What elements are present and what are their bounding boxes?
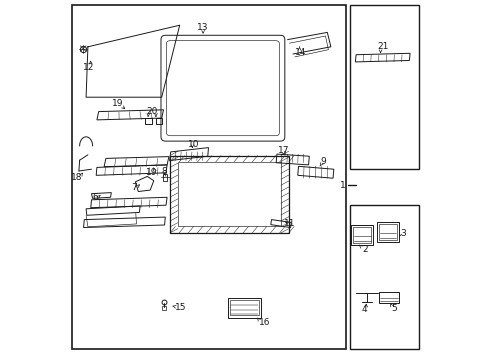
Bar [378,292,398,303]
Bar [228,298,260,318]
Bar [145,118,152,124]
Bar [170,156,288,233]
Text: 2: 2 [362,245,367,253]
Text: 8: 8 [162,167,167,176]
Bar [163,174,167,181]
Text: 7: 7 [131,184,137,192]
Bar [72,5,346,349]
Text: 3: 3 [399,230,405,239]
Bar [352,227,370,243]
Bar [351,225,372,245]
Bar [155,118,162,124]
Text: 1: 1 [339,181,345,190]
Bar [378,224,396,240]
Text: 19: 19 [112,99,123,108]
Text: 9: 9 [320,157,326,166]
Text: 6: 6 [92,194,98,202]
Bar [178,162,280,226]
Bar [230,300,258,315]
Text: 19: 19 [145,168,157,177]
Text: 16: 16 [258,318,269,328]
Text: 20: 20 [146,107,157,116]
Bar [349,5,419,169]
Text: 5: 5 [390,304,396,313]
Text: 12: 12 [83,63,94,72]
Text: 17: 17 [278,145,289,155]
Text: 14: 14 [294,48,305,57]
Bar [376,222,398,242]
Text: 13: 13 [197,22,208,31]
Text: 18: 18 [71,173,82,181]
Text: 10: 10 [187,140,199,149]
Text: 11: 11 [283,219,295,228]
Text: 21: 21 [377,42,388,51]
Text: 4: 4 [361,305,366,314]
Text: 15: 15 [175,303,186,312]
Bar [349,205,419,349]
